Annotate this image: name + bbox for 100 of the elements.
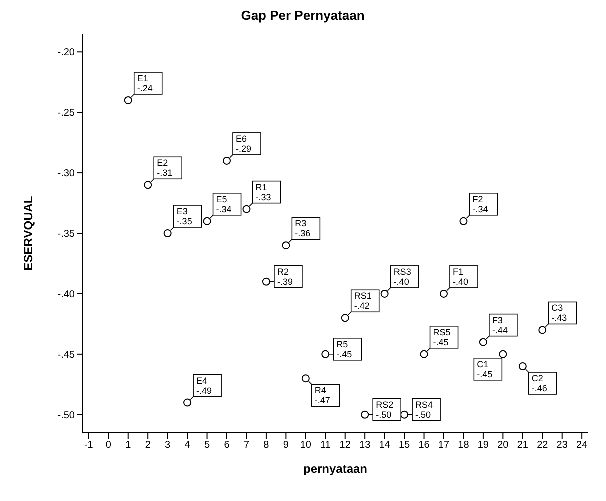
callout-box: E5 -.34 [210,193,242,219]
x-tick-label: 16 [418,440,430,452]
callout-box: F1 -.40 [446,266,478,292]
point [302,374,310,383]
chart-title: Gap Per Pernyataan [240,8,366,25]
point [538,326,547,334]
data-label: -.43 [552,313,568,324]
x-tick-label: 12 [340,440,352,452]
point [341,314,350,322]
annotation: R2 [277,266,289,277]
data-label: -.42 [354,301,370,312]
data-label: -.36 [295,228,311,239]
data-label: -.50 [416,410,432,420]
callout-box: C1 -.45 [474,357,503,381]
y-tick-label: -.45 [58,350,76,361]
callout-box: F3 -.44 [486,314,518,340]
point [518,362,527,370]
y-tick-label: -.25 [58,108,76,120]
callout-box: C3 -.43 [545,302,578,328]
annotation: RS2 [376,400,394,410]
data-label: -.50 [376,410,392,420]
point [380,290,389,298]
callout-box: RS3 -.40 [387,266,420,292]
annotation: R5 [336,339,348,350]
x-tick-label: 8 [264,440,270,452]
x-tick-label: 23 [556,440,568,452]
data-label: -.24 [137,84,153,94]
annotation: F1 [452,266,464,277]
data-label: -.34 [472,204,488,214]
callout-box: E4 -.49 [190,374,222,400]
x-tick-label: 19 [478,440,490,452]
x-tick-label: 6 [224,440,230,452]
point [400,410,409,419]
data-label: -.29 [236,144,252,154]
callout-box: C2 -.46 [526,369,558,395]
callout-box: RS5 -.45 [426,326,459,352]
data-label: -.31 [157,168,173,178]
x-tick-label: 3 [165,440,172,452]
x-tick-label: 15 [398,440,411,452]
x-tick-label: 5 [204,440,210,452]
point [262,278,270,286]
point [203,217,212,226]
annotation: C3 [552,303,564,314]
data-label: -.45 [477,369,493,380]
annotation: E6 [236,134,248,144]
x-tick-label: 21 [517,440,529,452]
annotation: E2 [157,158,168,168]
y-axis-title: ESERVQUAL [21,196,36,271]
callout-box: R4 -.47 [308,381,340,407]
callout-box: E1 -.24 [130,72,163,98]
x-tick-label: 2 [145,440,152,452]
point [124,96,132,104]
data-label: -.39 [277,276,293,287]
annotation: RS5 [433,327,451,338]
annotation: RS4 [416,400,434,410]
data-label: -.34 [216,204,232,214]
annotation: E4 [196,376,208,386]
x-axis-title: pernyataan [303,462,368,476]
callout-box: RS1 -.42 [348,290,380,316]
annotation: C2 [532,374,544,384]
y-tick-label: -.40 [58,290,76,301]
point [479,338,488,346]
data-label: -.35 [176,216,192,226]
point [164,230,172,238]
data-label: -.46 [532,384,548,394]
callout-box: R3 -.36 [288,217,321,243]
point [223,156,232,165]
point [144,181,152,190]
x-tick-label: 7 [244,440,250,452]
annotation: R3 [295,218,307,229]
point [460,217,468,226]
x-tick-label: 18 [458,440,470,452]
x-tick-label: 11 [320,440,332,452]
data-label: -.40 [452,276,469,287]
data-label: -.33 [256,192,272,202]
x-tick-label: 13 [360,440,372,452]
annotation: R4 [314,386,326,396]
annotation: E3 [176,206,188,216]
x-tick-label: 0 [106,440,112,452]
y-tick-label: -.35 [58,229,76,240]
point [420,350,428,358]
x-tick-label: 10 [300,440,312,452]
data-label: -.47 [314,396,330,406]
x-tick-label: -1 [84,440,94,452]
callout-box: E2 -.31 [150,156,182,183]
point [440,290,448,298]
data-label: -.49 [196,386,212,396]
annotation: F2 [472,194,484,204]
data-label: -.45 [336,349,352,360]
y-tick-label: -.50 [58,410,76,422]
point [184,398,192,407]
x-tick-label: 20 [498,440,510,452]
callout-box: R1 -.33 [249,180,282,207]
annotation: RS1 [354,291,372,302]
x-tick-label: 22 [537,440,549,452]
annotation: F3 [492,315,503,326]
annotation: C1 [477,359,489,370]
x-tick-label: 14 [379,440,391,452]
point [322,350,330,358]
y-tick-label: -.30 [58,168,76,180]
